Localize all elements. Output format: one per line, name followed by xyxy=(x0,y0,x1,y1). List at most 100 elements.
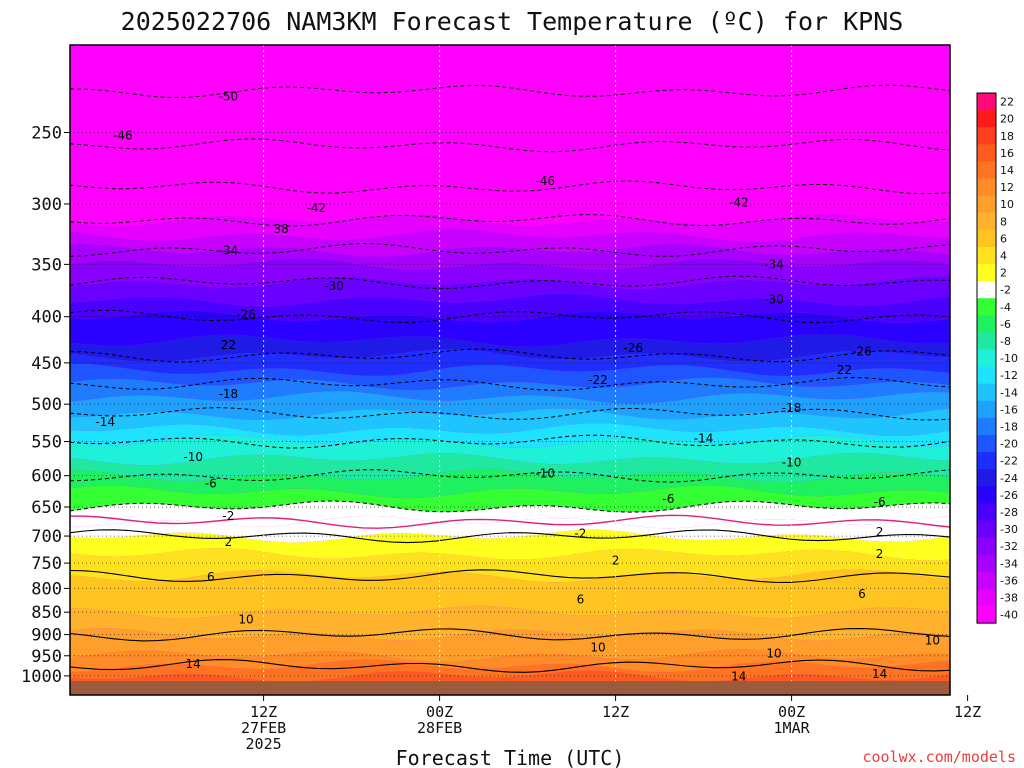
contour-label: -6 xyxy=(874,495,886,509)
isotherm-line xyxy=(70,529,950,544)
colorbar-swatch xyxy=(977,503,996,521)
contour-label: -10 xyxy=(183,450,203,464)
colorbar-swatch xyxy=(977,332,996,350)
color-scale-legend: 22 20 18 16 14 12 10 8 6 4 2 -2 -4 -6 -8 -10 -12 -14 -16 -1… xyxy=(976,92,1018,624)
y-tick-label: 300 xyxy=(31,195,62,215)
colorbar-swatch xyxy=(977,520,996,539)
contour-label: -26 xyxy=(623,341,643,355)
colorbar-frame xyxy=(976,92,997,624)
x-tick-label: 27FEB xyxy=(241,719,286,737)
contour-label: 6 xyxy=(858,587,866,601)
temperature-band xyxy=(70,377,950,404)
colorbar-swatch xyxy=(977,588,996,607)
y-tick-label: 600 xyxy=(31,467,62,487)
temperature-band xyxy=(70,363,950,391)
colorbar-label: -10 xyxy=(1000,352,1018,365)
contour-label: -34 xyxy=(764,257,784,271)
isotherm-line xyxy=(70,434,950,449)
plot-frame xyxy=(69,44,951,696)
temperature-band xyxy=(70,469,950,499)
colorbar-swatch xyxy=(977,195,996,214)
colorbar-label: -6 xyxy=(1000,318,1011,331)
temperature-band xyxy=(70,628,950,662)
colorbar-swatch xyxy=(977,93,996,111)
colorbar-label: 18 xyxy=(1000,130,1014,143)
contour-label: 2 xyxy=(876,525,884,539)
colorbar-label: -28 xyxy=(1000,506,1018,519)
temperature-band xyxy=(70,334,950,362)
contour-label: -26 xyxy=(852,344,872,358)
x-tick-label: 00Z xyxy=(426,703,453,721)
colorbar-swatch xyxy=(977,417,996,436)
contour-label: -30 xyxy=(764,293,784,307)
contour-label: -14 xyxy=(95,415,115,429)
y-tick-label: 950 xyxy=(31,647,62,667)
colorbar-swatch xyxy=(977,435,996,453)
contour-label: -42 xyxy=(729,196,749,210)
isotherm-line xyxy=(70,138,950,153)
colorbar-label: 22 xyxy=(1000,96,1014,109)
colorbar-swatch xyxy=(977,212,996,231)
isotherm-line xyxy=(70,377,950,391)
colorbar-label: -38 xyxy=(1000,591,1018,604)
contour-label: 2 xyxy=(225,535,233,549)
x-tick-label: 1MAR xyxy=(774,719,811,737)
colorbar-label: 20 xyxy=(1000,113,1014,126)
x-tick-label: 28FEB xyxy=(417,719,462,737)
credit-text: coolwx.com/models xyxy=(862,748,1016,766)
colorbar-label: 12 xyxy=(1000,181,1014,194)
colorbar-swatch xyxy=(977,469,996,487)
colorbar-swatch xyxy=(977,127,996,145)
temperature-band xyxy=(70,529,950,561)
temperature-band xyxy=(70,485,950,513)
temperature-band xyxy=(70,86,950,126)
x-axis-label: Forecast Time (UTC) xyxy=(396,746,625,768)
temperature-band xyxy=(70,45,950,68)
temperature-band xyxy=(70,197,950,227)
y-tick-label: 1000 xyxy=(21,667,62,687)
colorbar-label: -40 xyxy=(1000,609,1018,622)
y-tick-label: 850 xyxy=(31,603,62,623)
isotherm-line xyxy=(70,569,950,583)
temperature-band xyxy=(70,391,950,420)
temperature-bands xyxy=(70,45,950,695)
colorbar-label: -2 xyxy=(1000,284,1011,297)
contour-label: -6 xyxy=(205,476,217,490)
colorbar-swatch xyxy=(977,571,996,590)
contour-label: -6 xyxy=(662,492,674,506)
contour-label: 22 xyxy=(837,363,852,377)
temperature-band xyxy=(70,213,950,242)
colorbar-label: -8 xyxy=(1000,335,1011,348)
contour-label: 14 xyxy=(186,657,201,671)
colorbar-label: 6 xyxy=(1000,232,1007,245)
temperature-band xyxy=(70,569,950,619)
contour-label: -46 xyxy=(535,174,555,188)
colorbar-swatch xyxy=(977,400,996,419)
colorbar-label: 8 xyxy=(1000,215,1007,228)
temperature-band xyxy=(70,138,950,176)
contour-label: 38 xyxy=(274,222,289,236)
colorbar-swatch xyxy=(977,281,996,299)
y-tick-label: 350 xyxy=(31,255,62,275)
contour-label: -26 xyxy=(236,308,256,322)
isotherm-line xyxy=(70,84,950,99)
colorbar-swatch xyxy=(977,452,996,470)
colorbar-label: -30 xyxy=(1000,523,1018,536)
contour-label: -18 xyxy=(219,387,239,401)
contour-label: -18 xyxy=(782,401,802,415)
colorbar-swatch xyxy=(977,554,996,573)
colorbar-label: -20 xyxy=(1000,438,1018,451)
temperature-band xyxy=(70,243,950,270)
contour-label: 22 xyxy=(221,338,236,352)
colorbar-label: -14 xyxy=(1000,386,1018,399)
contour-label: -10 xyxy=(535,467,555,481)
y-tick-label: 800 xyxy=(31,579,62,599)
colorbar-label: -16 xyxy=(1000,403,1018,416)
colorbar-label: -4 xyxy=(1000,301,1011,314)
isotherm-line xyxy=(70,469,950,483)
isotherm-line xyxy=(70,348,950,363)
contour-label: 14 xyxy=(731,670,746,684)
colorbar-swatch xyxy=(977,349,996,368)
